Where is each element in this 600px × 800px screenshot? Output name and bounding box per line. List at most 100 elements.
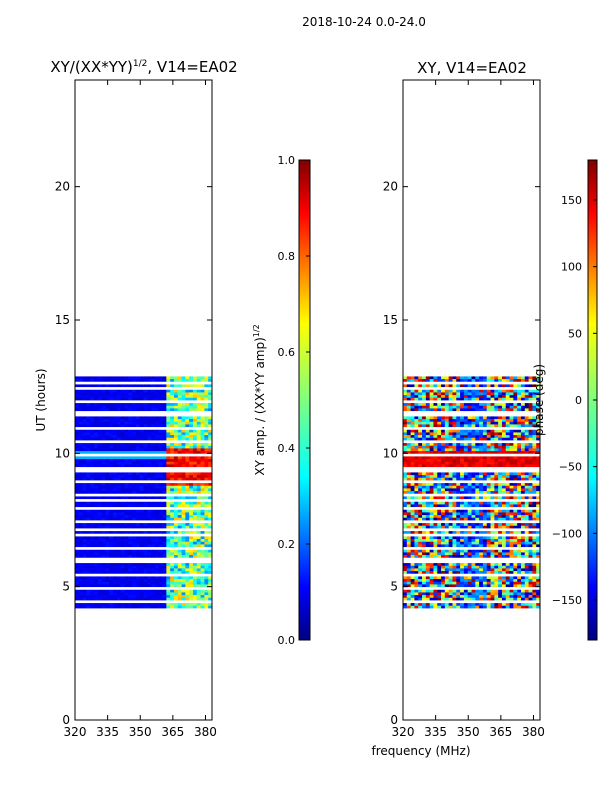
heatmap-cell bbox=[113, 565, 118, 569]
heatmap-cell bbox=[128, 522, 133, 526]
heatmap-cell bbox=[151, 597, 156, 601]
heatmap-cell bbox=[437, 477, 442, 481]
heatmap-cell bbox=[135, 378, 141, 382]
heatmap-cell bbox=[78, 544, 84, 548]
heatmap-cell bbox=[181, 458, 186, 462]
heatmap-cell bbox=[185, 528, 190, 532]
heatmap-cell bbox=[433, 549, 438, 553]
heatmap-cell bbox=[509, 586, 514, 590]
heatmap-cell bbox=[200, 520, 205, 524]
heatmap-cell bbox=[403, 490, 408, 494]
heatmap-cell bbox=[425, 493, 431, 497]
heatmap-cell bbox=[173, 562, 179, 566]
heatmap-cell bbox=[120, 474, 125, 478]
heatmap-cell bbox=[452, 549, 457, 553]
heatmap-cell bbox=[154, 568, 160, 572]
heatmap-cell bbox=[441, 597, 446, 601]
heatmap-cell bbox=[208, 533, 213, 537]
heatmap-cell bbox=[524, 570, 529, 574]
heatmap-cell bbox=[189, 554, 194, 558]
heatmap-cell bbox=[490, 594, 495, 598]
heatmap-cell bbox=[460, 538, 465, 542]
heatmap-cell bbox=[444, 512, 450, 516]
heatmap-cell bbox=[192, 490, 198, 494]
heatmap-cell bbox=[425, 586, 431, 590]
heatmap-cell bbox=[501, 530, 507, 534]
heatmap-cell bbox=[498, 554, 503, 558]
heatmap-cell bbox=[181, 498, 186, 502]
heatmap-cell bbox=[147, 386, 152, 390]
heatmap-cell bbox=[494, 533, 499, 537]
heatmap-cell bbox=[101, 552, 106, 556]
heatmap-cell bbox=[490, 482, 495, 486]
heatmap-cell bbox=[208, 405, 213, 409]
heatmap-cell bbox=[452, 600, 457, 604]
heatmap-cell bbox=[475, 477, 480, 481]
heatmap-cell bbox=[82, 426, 87, 430]
heatmap-cell bbox=[86, 586, 91, 590]
heatmap-cell bbox=[116, 589, 122, 593]
heatmap-cell bbox=[189, 584, 194, 588]
heatmap-cell bbox=[78, 520, 84, 524]
heatmap-cell bbox=[498, 509, 503, 513]
heatmap-cell bbox=[128, 514, 133, 518]
heatmap-cell bbox=[128, 597, 133, 601]
heatmap-cell bbox=[162, 576, 167, 580]
heatmap-cell bbox=[475, 594, 480, 598]
heatmap-cell bbox=[517, 530, 522, 534]
heatmap-cell bbox=[143, 568, 148, 572]
heatmap-cell bbox=[425, 517, 431, 521]
heatmap-cell bbox=[418, 544, 423, 548]
heatmap-cell bbox=[185, 602, 190, 606]
heatmap-cell bbox=[437, 544, 442, 548]
heatmap-cell bbox=[116, 405, 122, 409]
heatmap-cell bbox=[517, 552, 522, 556]
heatmap-cell bbox=[132, 496, 137, 500]
heatmap-cell bbox=[139, 605, 144, 609]
heatmap-cell bbox=[433, 530, 438, 534]
heatmap-cell bbox=[410, 533, 415, 537]
heatmap-cell bbox=[147, 413, 152, 417]
heatmap-cell bbox=[433, 517, 438, 521]
heatmap-cell bbox=[109, 397, 114, 401]
heatmap-cell bbox=[181, 602, 186, 606]
heatmap-cell bbox=[166, 592, 171, 596]
heatmap-cell bbox=[151, 525, 156, 529]
heatmap-cell bbox=[486, 490, 491, 494]
heatmap-cell bbox=[94, 376, 99, 380]
heatmap-cell bbox=[116, 381, 122, 385]
heatmap-cell bbox=[185, 493, 190, 497]
heatmap-cell bbox=[498, 501, 503, 505]
heatmap-cell bbox=[200, 413, 205, 417]
heatmap-cell bbox=[441, 509, 446, 513]
heatmap-cell bbox=[475, 490, 480, 494]
heatmap-cell bbox=[475, 581, 480, 585]
heatmap-cell bbox=[189, 498, 194, 502]
heatmap-cell bbox=[132, 578, 137, 582]
heatmap-cell bbox=[139, 504, 144, 508]
heatmap-cell bbox=[113, 445, 118, 449]
heatmap-cell bbox=[120, 533, 125, 537]
heatmap-cell bbox=[208, 490, 213, 494]
heatmap-cell bbox=[139, 386, 144, 390]
heatmap-cell bbox=[143, 541, 148, 545]
heatmap-cell bbox=[528, 554, 533, 558]
heatmap-cell bbox=[120, 381, 125, 385]
heatmap-cell bbox=[498, 530, 503, 534]
heatmap-cell bbox=[513, 554, 518, 558]
heatmap-cell bbox=[185, 424, 190, 428]
heatmap-cell bbox=[139, 472, 144, 476]
heatmap-cell bbox=[154, 496, 160, 500]
heatmap-cell bbox=[460, 546, 465, 550]
heatmap-cell bbox=[181, 421, 186, 425]
heatmap-cell bbox=[86, 378, 91, 382]
heatmap-cell bbox=[471, 498, 476, 502]
heatmap-cell bbox=[200, 477, 205, 481]
heatmap-cell bbox=[170, 437, 175, 441]
heatmap-cell bbox=[173, 480, 179, 484]
heatmap-cell bbox=[120, 458, 125, 462]
heatmap-cell bbox=[406, 528, 412, 532]
heatmap-cell bbox=[90, 581, 95, 585]
heatmap-cell bbox=[460, 594, 465, 598]
heatmap-cell bbox=[143, 522, 148, 526]
